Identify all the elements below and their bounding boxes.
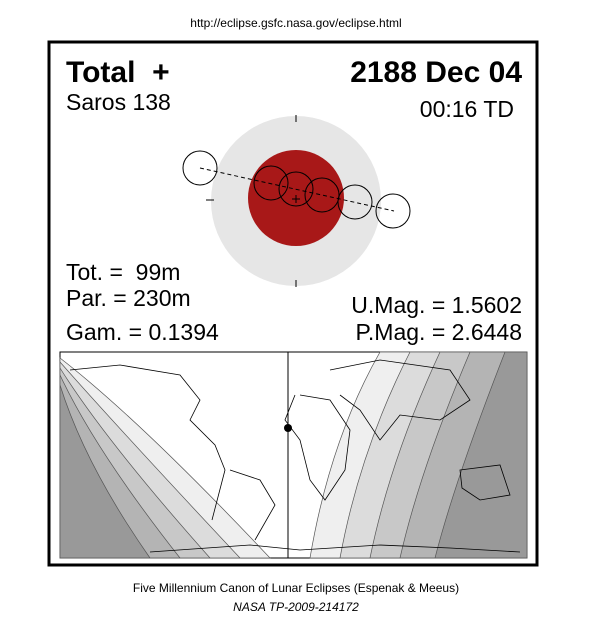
moon-path [199, 167, 395, 212]
url: http://eclipse.gsfc.nasa.gov/eclipse.htm… [190, 16, 401, 30]
reference: NASA TP-2009-214172 [233, 600, 359, 614]
eclipse-type: Total + [66, 56, 170, 89]
time: 00:16 TD [420, 96, 514, 122]
moon-positions [182, 150, 411, 229]
penumbral-magnitude: P.Mag. = 2.6448 [356, 319, 522, 345]
partial-duration: Par. = 230m [66, 285, 191, 311]
eclipse-date: 2188 Dec 04 [350, 56, 522, 89]
saros: Saros 138 [66, 89, 171, 115]
total-duration: Tot. = 99m [66, 259, 180, 285]
umbral-magnitude: U.Mag. = 1.5602 [351, 292, 522, 318]
visibility-map [59, 351, 528, 559]
caption: Five Millennium Canon of Lunar Eclipses … [133, 581, 459, 595]
gamma: Gam. = 0.1394 [66, 319, 219, 345]
shadow-diagram [182, 115, 411, 287]
